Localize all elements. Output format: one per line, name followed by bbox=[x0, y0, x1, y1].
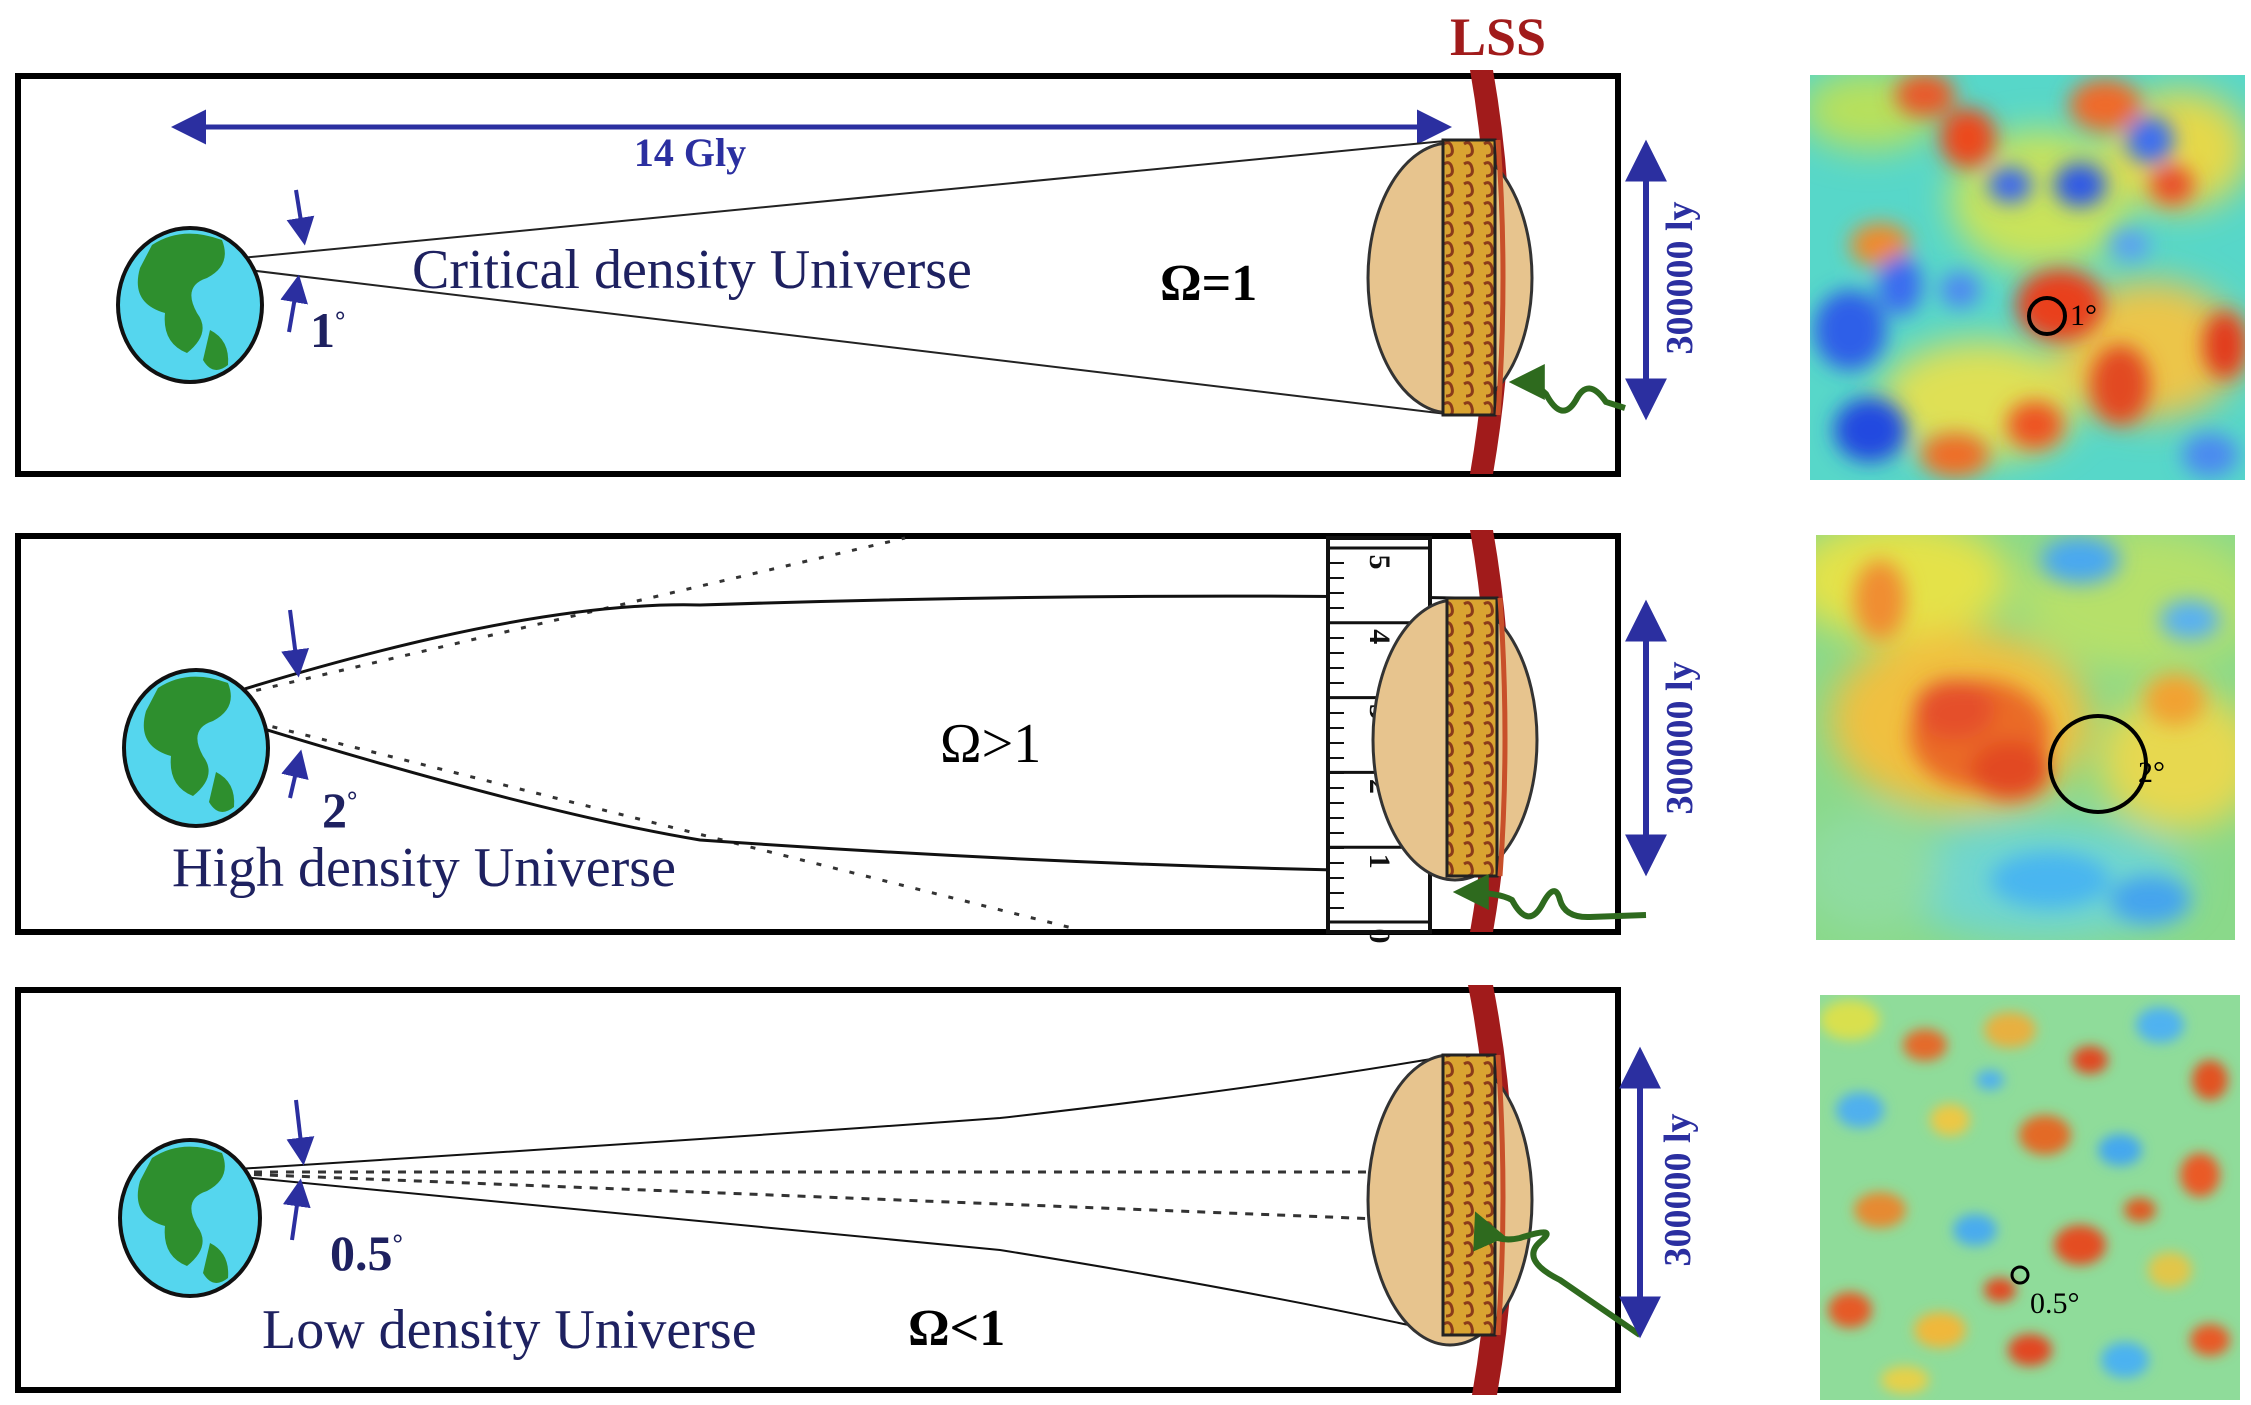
angle-arrow-bottom bbox=[282, 1178, 311, 1241]
map-circle-label: 2° bbox=[2138, 756, 2165, 789]
ruler-strip bbox=[1445, 596, 1499, 878]
photon-path bbox=[1508, 364, 1626, 414]
ruler-tick-label: 1 bbox=[1363, 854, 1396, 869]
ruler-tick-label: 0 bbox=[1363, 929, 1396, 944]
sight-line-lower bbox=[189, 1171, 1456, 1336]
angle-arrow-top bbox=[286, 1099, 315, 1166]
omega-label: Ω>1 bbox=[940, 713, 1041, 775]
euclid-line-lower bbox=[189, 1170, 1456, 1224]
angle-arrow-top bbox=[286, 189, 315, 246]
angular-scale-circle bbox=[2048, 714, 2148, 814]
lss-label: LSS bbox=[1450, 7, 1546, 67]
panel-high-density: 543210 300000 ly 2° High density Univers… bbox=[15, 530, 1701, 944]
sight-line-upper bbox=[189, 1054, 1456, 1173]
universe-label: Critical density Universe bbox=[412, 239, 972, 301]
universe-label: Low density Universe bbox=[262, 1299, 757, 1361]
sight-line-upper bbox=[189, 594, 1456, 708]
angle-label: 2° bbox=[322, 782, 357, 838]
omega-label: Ω<1 bbox=[908, 1300, 1005, 1357]
angular-scale-circle bbox=[2027, 296, 2067, 336]
degree-symbol: ° bbox=[347, 786, 357, 815]
photon-path bbox=[1473, 1211, 1642, 1338]
ruler-tick-label: 5 bbox=[1363, 555, 1396, 570]
map-circle-label: 0.5° bbox=[2030, 1287, 2080, 1320]
ruler-strip bbox=[1441, 1053, 1497, 1337]
lss-edge bbox=[1495, 139, 1506, 416]
angle-arrow-bottom bbox=[281, 749, 309, 799]
angle-value: 0.5 bbox=[330, 1225, 393, 1281]
earth-icon bbox=[122, 668, 270, 828]
angle-label: 1° bbox=[310, 302, 345, 358]
scale-label: 300000 ly bbox=[1659, 661, 1701, 814]
cmb-map-1deg: 1° bbox=[1810, 75, 2245, 480]
scale-label: 300000 ly bbox=[1659, 201, 1701, 354]
angle-label: 0.5° bbox=[330, 1225, 403, 1281]
photon-path bbox=[1452, 874, 1647, 921]
ruler-tick-label: 4 bbox=[1363, 629, 1396, 644]
universe-label: High density Universe bbox=[172, 837, 676, 899]
angle-value: 1 bbox=[310, 302, 335, 358]
lss-edge bbox=[1495, 1054, 1506, 1336]
distance-label: 14 Gly bbox=[634, 130, 746, 175]
degree-symbol: ° bbox=[393, 1229, 403, 1258]
lss-edge bbox=[1497, 597, 1508, 877]
angular-scale-circle bbox=[2010, 1265, 2030, 1285]
sight-line-upper bbox=[189, 139, 1456, 264]
cmb-map-2deg: 2° bbox=[1816, 535, 2235, 940]
scale-label: 300000 ly bbox=[1657, 1113, 1699, 1266]
sight-line-lower bbox=[189, 262, 1456, 416]
map-circle-label: 1° bbox=[2070, 299, 2097, 332]
sight-line-lower bbox=[189, 704, 1456, 874]
degree-symbol: ° bbox=[335, 306, 345, 335]
angle-arrow-bottom bbox=[280, 274, 308, 333]
ruler-strip bbox=[1441, 138, 1497, 417]
earth-icon bbox=[116, 226, 264, 384]
angle-value: 2 bbox=[322, 782, 347, 838]
angle-arrow-top bbox=[281, 609, 310, 678]
panel-critical-density: 14 Gly 300000 ly 1° Critical density Uni… bbox=[15, 70, 1701, 477]
euclid-line-upper bbox=[189, 536, 906, 708]
panel-low-density: 300000 ly 0.5° Low density Universe Ω<1 bbox=[15, 985, 1699, 1395]
cmb-map-0-5deg: 0.5° bbox=[1820, 995, 2240, 1400]
earth-icon bbox=[118, 1138, 262, 1298]
omega-label: Ω=1 bbox=[1160, 255, 1257, 312]
